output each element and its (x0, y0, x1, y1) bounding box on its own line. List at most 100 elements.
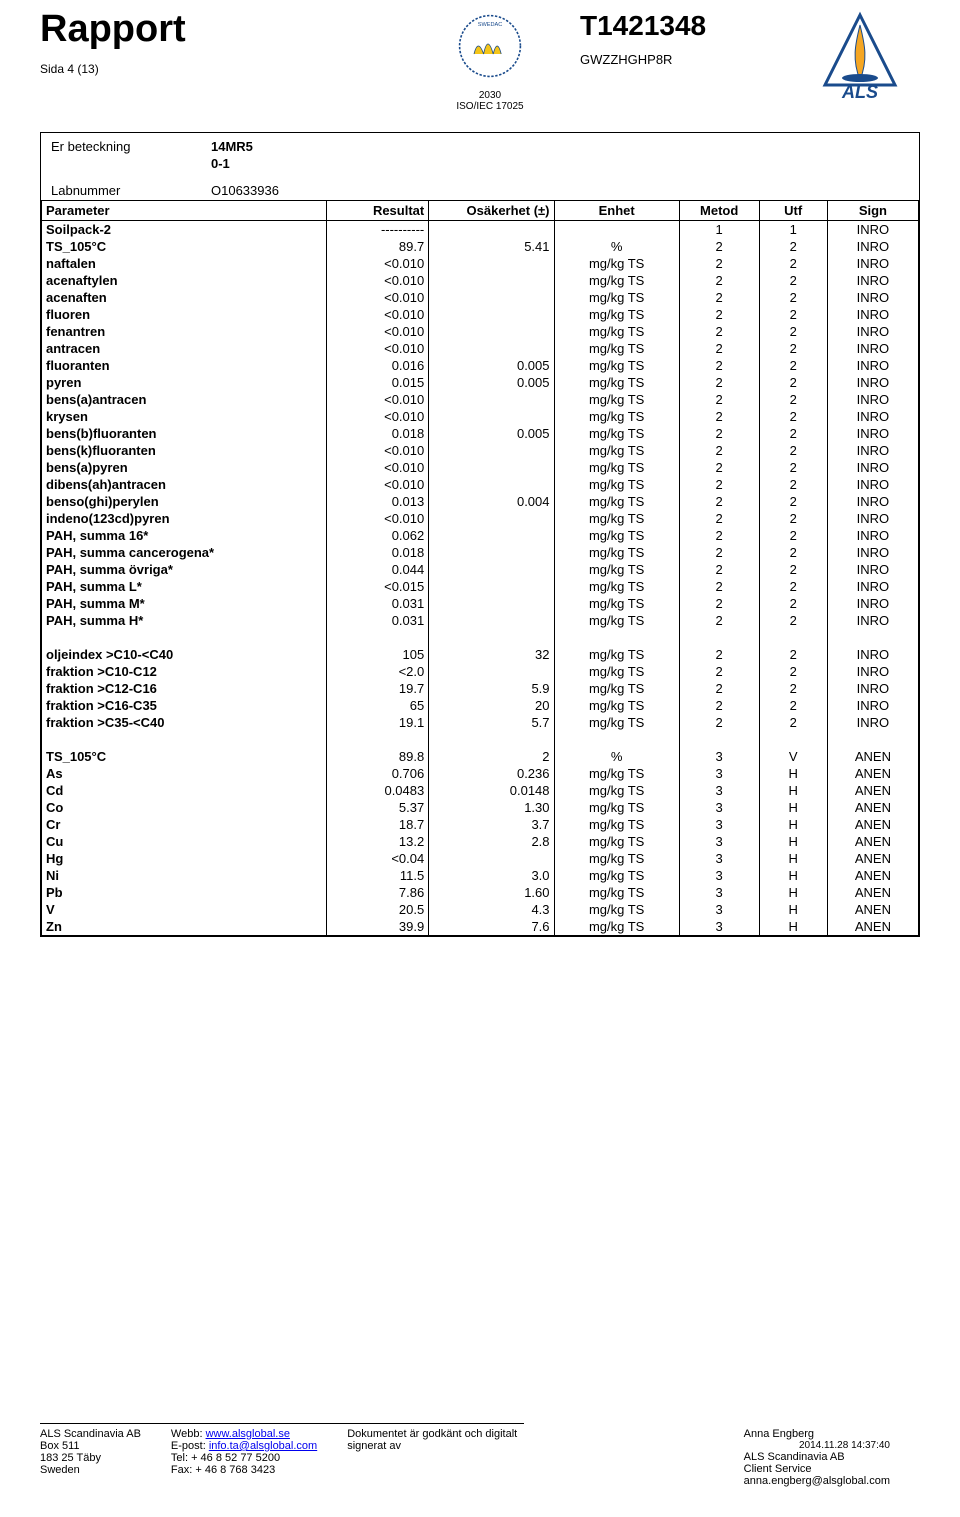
meta-value: 0-1 (211, 156, 230, 171)
value-cell: ---------- (326, 221, 429, 239)
value-cell: 2 (759, 544, 827, 561)
results-table: ParameterResultatOsäkerhet (±)EnhetMetod… (41, 200, 919, 936)
value-cell: 2 (679, 306, 759, 323)
value-cell: 2 (429, 748, 554, 765)
value-cell (429, 459, 554, 476)
param-cell: fluoranten (42, 357, 327, 374)
value-cell: mg/kg TS (554, 289, 679, 306)
meta-label: Er beteckning (51, 139, 211, 154)
value-cell: 3 (679, 850, 759, 867)
value-cell: ANEN (827, 884, 918, 901)
value-cell: mg/kg TS (554, 323, 679, 340)
col-header: Enhet (554, 201, 679, 221)
value-cell: mg/kg TS (554, 272, 679, 289)
value-cell: H (759, 816, 827, 833)
value-cell: 3 (679, 748, 759, 765)
footer-link[interactable]: info.ta@alsglobal.com (209, 1440, 317, 1452)
param-cell: TS_105°C (42, 748, 327, 765)
value-cell: INRO (827, 561, 918, 578)
param-cell: fluoren (42, 306, 327, 323)
value-cell: mg/kg TS (554, 714, 679, 731)
meta-value: 14MR5 (211, 139, 253, 154)
param-cell: acenaften (42, 289, 327, 306)
value-cell: H (759, 884, 827, 901)
value-cell: INRO (827, 578, 918, 595)
value-cell: 105 (326, 646, 429, 663)
footer-address: ALS Scandinavia ABBox 511183 25 TäbySwed… (40, 1428, 141, 1487)
value-cell: 3 (679, 918, 759, 936)
value-cell: 3 (679, 884, 759, 901)
value-cell: 2 (759, 323, 827, 340)
value-cell: <0.010 (326, 391, 429, 408)
value-cell (429, 527, 554, 544)
value-cell: mg/kg TS (554, 442, 679, 459)
value-cell: mg/kg TS (554, 391, 679, 408)
param-cell: PAH, summa H* (42, 612, 327, 629)
value-cell (429, 595, 554, 612)
value-cell: 3 (679, 799, 759, 816)
value-cell: 65 (326, 697, 429, 714)
value-cell (429, 408, 554, 425)
value-cell: 2 (679, 323, 759, 340)
value-cell: ANEN (827, 850, 918, 867)
value-cell: <0.015 (326, 578, 429, 595)
value-cell: % (554, 238, 679, 255)
value-cell: 0.031 (326, 595, 429, 612)
value-cell: 2 (679, 272, 759, 289)
value-cell: 2 (759, 391, 827, 408)
footer-contact: Webb: www.alsglobal.seE-post: info.ta@al… (171, 1428, 317, 1487)
value-cell: 2 (759, 238, 827, 255)
param-cell: fraktion >C16-C35 (42, 697, 327, 714)
value-cell: mg/kg TS (554, 663, 679, 680)
value-cell: mg/kg TS (554, 612, 679, 629)
value-cell: 2 (759, 289, 827, 306)
value-cell: 2 (679, 493, 759, 510)
value-cell: mg/kg TS (554, 782, 679, 799)
col-header: Utf (759, 201, 827, 221)
value-cell: INRO (827, 442, 918, 459)
meta-box: Er beteckning 14MR5 0-1 Labnummer O10633… (40, 132, 920, 937)
value-cell: 0.236 (429, 765, 554, 782)
param-cell: Soilpack-2 (42, 221, 327, 239)
report-number: T1421348 (580, 10, 800, 42)
value-cell: mg/kg TS (554, 578, 679, 595)
footer-link[interactable]: www.alsglobal.se (206, 1428, 290, 1440)
value-cell: 0.005 (429, 374, 554, 391)
value-cell: mg/kg TS (554, 544, 679, 561)
value-cell: mg/kg TS (554, 408, 679, 425)
col-header: Parameter (42, 201, 327, 221)
value-cell: 3.7 (429, 816, 554, 833)
param-cell: naftalen (42, 255, 327, 272)
value-cell: mg/kg TS (554, 561, 679, 578)
value-cell: INRO (827, 544, 918, 561)
value-cell (429, 221, 554, 239)
value-cell: ANEN (827, 799, 918, 816)
value-cell: 2 (759, 442, 827, 459)
value-cell: INRO (827, 527, 918, 544)
value-cell: <0.010 (326, 255, 429, 272)
labnumber-value: O10633936 (211, 183, 279, 198)
value-cell: 4.3 (429, 901, 554, 918)
value-cell: mg/kg TS (554, 901, 679, 918)
value-cell: 0.0483 (326, 782, 429, 799)
value-cell (429, 850, 554, 867)
value-cell: 2 (759, 459, 827, 476)
param-cell: PAH, summa 16* (42, 527, 327, 544)
value-cell: V (759, 748, 827, 765)
labnumber-label: Labnummer (51, 183, 211, 198)
value-cell: INRO (827, 289, 918, 306)
value-cell: 2.8 (429, 833, 554, 850)
value-cell (429, 510, 554, 527)
accred-standard: ISO/IEC 17025 (400, 101, 580, 112)
value-cell: 2 (759, 697, 827, 714)
value-cell: 2 (679, 714, 759, 731)
value-cell: INRO (827, 714, 918, 731)
value-cell: mg/kg TS (554, 459, 679, 476)
value-cell: INRO (827, 680, 918, 697)
value-cell: ANEN (827, 816, 918, 833)
value-cell: 2 (679, 510, 759, 527)
value-cell: INRO (827, 238, 918, 255)
value-cell: INRO (827, 408, 918, 425)
value-cell (429, 612, 554, 629)
value-cell: ANEN (827, 765, 918, 782)
